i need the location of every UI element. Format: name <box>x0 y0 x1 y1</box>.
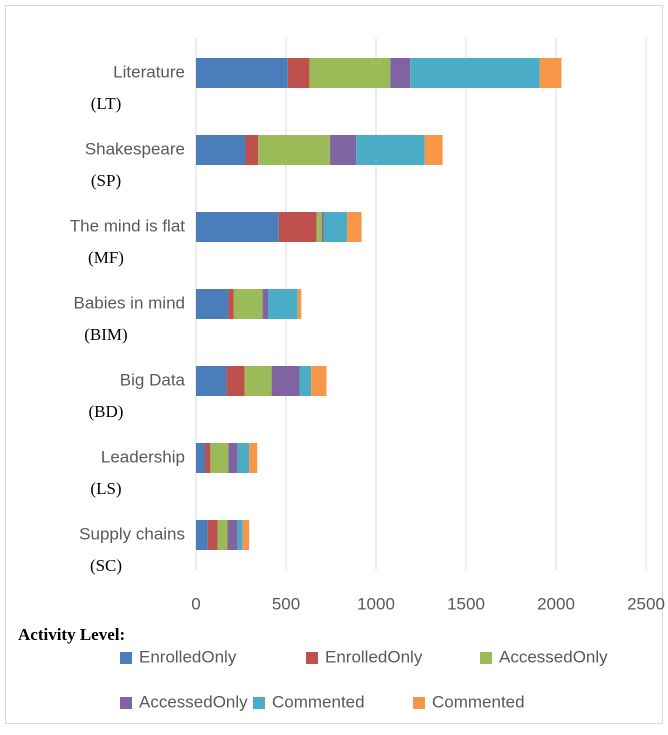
bar-segment <box>299 366 312 396</box>
bar-segment <box>311 366 327 396</box>
legend-swatch <box>480 652 492 664</box>
legend-title: Activity Level: <box>18 625 125 644</box>
bar-segment <box>196 520 208 550</box>
bar-segment <box>196 443 205 473</box>
x-tick-label: 2000 <box>537 594 575 613</box>
chart-frame <box>5 5 663 724</box>
bar-segment <box>268 289 298 319</box>
category-label: The mind is flat <box>70 216 186 235</box>
category-label: Supply chains <box>79 524 185 543</box>
bar-segment <box>316 212 322 242</box>
bar-segment <box>196 212 279 242</box>
category-code: (BD) <box>89 402 124 421</box>
bar-segment <box>196 58 288 88</box>
bar-segment <box>330 135 357 165</box>
legend-label: EnrolledOnly <box>325 647 423 666</box>
bar-segment <box>196 366 227 396</box>
bar-segment <box>245 135 259 165</box>
x-tick-label: 2500 <box>627 594 665 613</box>
category-label: Shakespeare <box>85 139 185 158</box>
bar-segment <box>258 135 331 165</box>
bar-segment <box>356 135 425 165</box>
legend-label: Commented <box>272 692 365 711</box>
bar-segment <box>237 520 243 550</box>
category-label: Big Data <box>120 370 186 389</box>
legend-label: AccessedOnly <box>139 692 248 711</box>
category-code: (LT) <box>91 94 122 113</box>
legend-label: AccessedOnly <box>499 647 608 666</box>
bar-segment <box>237 443 250 473</box>
bar-segment <box>271 366 300 396</box>
legend-label: EnrolledOnly <box>139 647 237 666</box>
bar-segment <box>539 58 562 88</box>
category-code: (LS) <box>90 479 121 498</box>
category-code: (SP) <box>91 171 121 190</box>
legend-swatch <box>306 652 318 664</box>
x-tick-label: 1500 <box>447 594 485 613</box>
bar-segment <box>217 520 228 550</box>
bar-segment <box>226 366 245 396</box>
bar-segment <box>196 135 246 165</box>
legend-swatch <box>120 652 132 664</box>
category-code: (SC) <box>90 556 122 575</box>
bar-segment <box>205 443 211 473</box>
bar-segment <box>207 520 218 550</box>
category-label: Babies in mind <box>73 293 185 312</box>
bar-segment <box>242 520 250 550</box>
bar-segment <box>297 289 302 319</box>
bar-segment <box>278 212 317 242</box>
x-tick-label: 500 <box>272 594 300 613</box>
bar-segment <box>196 289 229 319</box>
bar-segment <box>323 212 348 242</box>
category-code: (BIM) <box>84 325 127 344</box>
bar-segment <box>410 58 540 88</box>
legend-swatch <box>413 697 425 709</box>
bar-segment <box>249 443 258 473</box>
x-tick-label: 0 <box>191 594 200 613</box>
bar-segment <box>227 520 238 550</box>
bar-segment <box>228 443 238 473</box>
category-code: (MF) <box>88 248 124 267</box>
legend-label: Commented <box>432 692 525 711</box>
category-label: Literature <box>113 62 185 81</box>
category-label: Leadership <box>101 447 185 466</box>
bar-segment <box>347 212 362 242</box>
legend-swatch <box>120 697 132 709</box>
x-tick-label: 1000 <box>357 594 395 613</box>
bar-segment <box>210 443 229 473</box>
bar-segment <box>228 289 234 319</box>
bar-segment <box>390 58 411 88</box>
bar-segment <box>322 212 324 242</box>
legend-swatch <box>253 697 265 709</box>
bar-segment <box>233 289 263 319</box>
bar-segment <box>309 58 391 88</box>
bar-segment <box>262 289 268 319</box>
bar-segment <box>424 135 443 165</box>
bar-segment <box>287 58 310 88</box>
bar-segment <box>244 366 272 396</box>
